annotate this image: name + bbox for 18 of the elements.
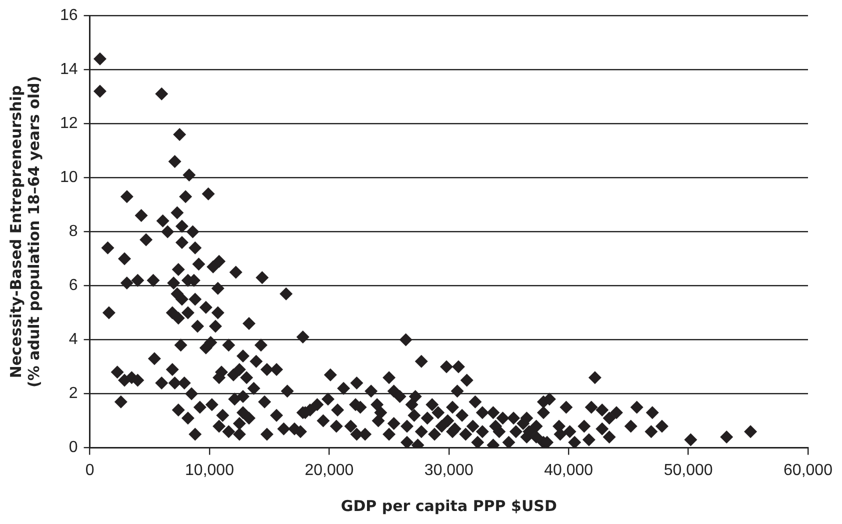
x-tick-label: 30,000	[424, 462, 474, 479]
x-tick-label: 60,000	[784, 462, 833, 479]
y-tick-label: 12	[60, 115, 78, 132]
y-tick-label: 0	[68, 439, 78, 456]
x-tick-label: 10,000	[185, 462, 234, 479]
y-tick-label: 2	[68, 385, 78, 402]
y-tick-label: 4	[68, 331, 78, 348]
x-tick-label: 20,000	[304, 462, 354, 479]
x-tick-label: 0	[85, 462, 94, 479]
y-tick-label: 8	[68, 223, 78, 240]
y-tick-label: 6	[68, 277, 78, 294]
x-axis-title: GDP per capita PPP $USD	[340, 496, 557, 515]
y-tick-label: 16	[60, 7, 78, 24]
x-tick-label: 50,000	[664, 462, 713, 479]
y-axis-title: Necessity-Based Entrepreneurship (% adult population 18–64 years old)	[6, 76, 43, 388]
y-tick-label: 14	[60, 61, 78, 78]
x-tick-label: 40,000	[544, 462, 594, 479]
y-tick-label: 10	[60, 169, 78, 186]
